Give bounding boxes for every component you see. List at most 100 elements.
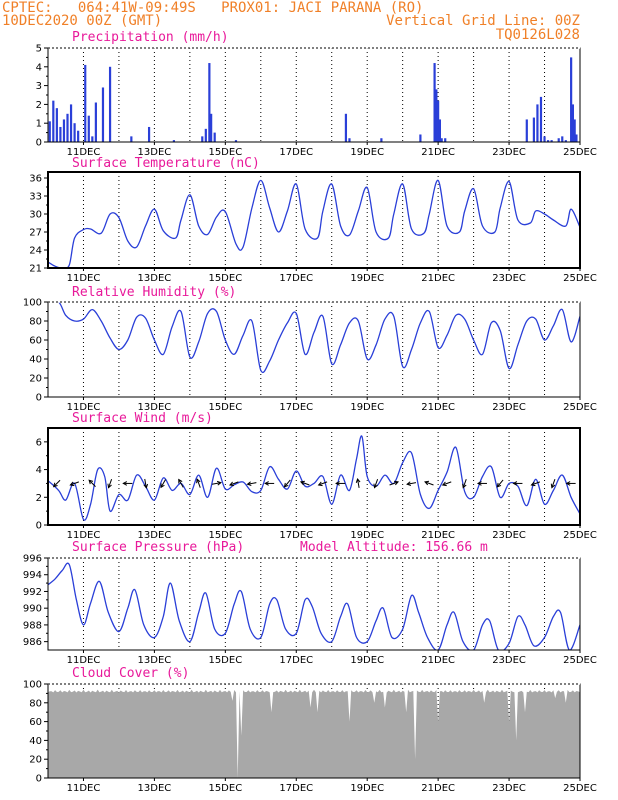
y-tick-label: 996 [23,554,42,565]
y-tick-label: 33 [29,192,42,203]
cloud-cover-bar [240,735,243,778]
header-run-date: 10DEC2020 00Z (GMT) [2,13,162,29]
panel-title: Relative Humidity (%) [72,285,236,300]
y-tick-label: 30 [29,210,42,221]
x-tick-label: 25DEC [563,147,597,158]
precip-bar [59,126,62,142]
precip-bar [201,136,204,142]
x-tick-label: 15DEC [208,147,242,158]
cloud-cover-bar [348,721,351,778]
wind-arrow-head [228,481,235,487]
precip-bar [543,136,546,142]
y-tick-label: 986 [23,637,42,648]
wind-arrow-shaft [108,479,113,488]
wind-arrow-shaft [70,481,79,486]
wind-arrow-shaft [357,478,360,488]
y-tick-label: 40 [29,736,42,747]
temperature-panel: Surface Temperature (nC) 21 24 27 30 33 36 11DE… [29,156,597,284]
y-tick-label: 0 [36,521,42,532]
x-tick-label: 11DEC [67,402,101,413]
cloud-cover-bar [437,721,439,778]
x-tick-label: 13DEC [138,530,172,541]
y-tick-label: 24 [29,246,42,257]
wind-arrow-head [406,481,412,486]
wind-arrow-head [264,481,269,486]
wind-arrow-shaft [374,479,379,488]
wind-arrow-head [335,481,340,486]
x-tick-label: 13DEC [138,147,172,158]
precip-bar [147,126,151,142]
precip-bar [87,115,90,142]
cloud-cover-bar [483,702,486,778]
cloud-cover-area [48,689,580,778]
x-tick-label: 13DEC [138,402,172,413]
x-tick-label: 23DEC [492,655,526,666]
precip-bar [348,138,351,142]
wind-arrow-head [373,483,378,489]
panel-title: Surface Pressure (hPa) [72,540,244,555]
x-tick-label: 17DEC [279,530,313,541]
x-tick-label: 23DEC [492,273,526,284]
y-tick-label: 0 [36,138,42,149]
wind-arrow-head [160,483,165,489]
cloud-cover-bar [524,712,526,778]
x-tick-label: 23DEC [492,147,526,158]
y-tick-label: 3 [36,81,42,92]
cloud-cover-bar [515,740,517,778]
precip-bar [91,136,94,142]
precip-bar [435,89,438,142]
y-tick-label: 80 [29,317,42,328]
y-tick-label: 20 [29,374,42,385]
x-tick-label: 11DEC [67,783,101,794]
pressure-panel: Surface Pressure (hPa) Model Altitude: 15… [23,540,597,666]
panel-frame [47,557,581,651]
panel-title: Surface Temperature (nC) [72,156,260,171]
panel-frame [47,171,581,269]
wind-panel: Surface Wind (m/s) 0 2 4 6 11DEC 13DEC 15DEC 17D… [36,411,597,541]
y-tick-label: 988 [23,620,42,631]
x-tick-label: 17DEC [279,402,313,413]
y-tick-label: 80 [29,698,42,709]
temp-series-line [48,179,580,268]
header-location: CPTEC: 064:41W-09:49S PROX01: JACI PARAN… [2,0,423,16]
wind-arrow-shaft [424,481,434,486]
wind-arrow-head [530,481,536,487]
wind-arrow-shaft [229,481,239,486]
x-tick-label: 13DEC [138,655,172,666]
wind-arrow-shaft [247,482,257,485]
wind-arrow-head [88,479,94,485]
precip-bar [433,63,436,142]
precip-bar [571,104,575,142]
cloud-cover-bar [384,707,386,778]
x-tick-label: 19DEC [350,402,384,413]
precip-bar [48,121,51,142]
x-tick-label: 17DEC [279,273,313,284]
x-tick-label: 25DEC [563,530,597,541]
precip-bar [213,132,216,142]
x-tick-label: 13DEC [138,273,172,284]
precip-bar [69,104,73,142]
wind-arrow-head [355,477,361,483]
wind-arrow-shaft [318,481,328,486]
x-tick-label: 17DEC [279,783,313,794]
x-tick-label: 25DEC [563,273,597,284]
precip-bar [561,136,564,142]
precip-bar [380,138,383,142]
precip-bar [94,102,97,142]
x-tick-label: 15DEC [208,530,242,541]
x-tick-label: 11DEC [67,530,101,541]
y-tick-label: 6 [36,437,42,448]
wind-arrow-shaft [496,479,504,488]
y-tick-label: 0 [36,393,42,404]
precip-bar [73,123,76,142]
wind-arrow-shaft [144,478,147,488]
panel-title: Precipitation (mm/h) [72,30,229,45]
wind-arrow-head [216,480,222,486]
wind-arrow-head [441,481,447,487]
wind-arrow-shaft [196,479,201,488]
precip-bar [557,138,560,142]
y-tick-label: 36 [29,174,42,185]
y-tick-label: 27 [29,228,42,239]
x-tick-label: 19DEC [350,783,384,794]
